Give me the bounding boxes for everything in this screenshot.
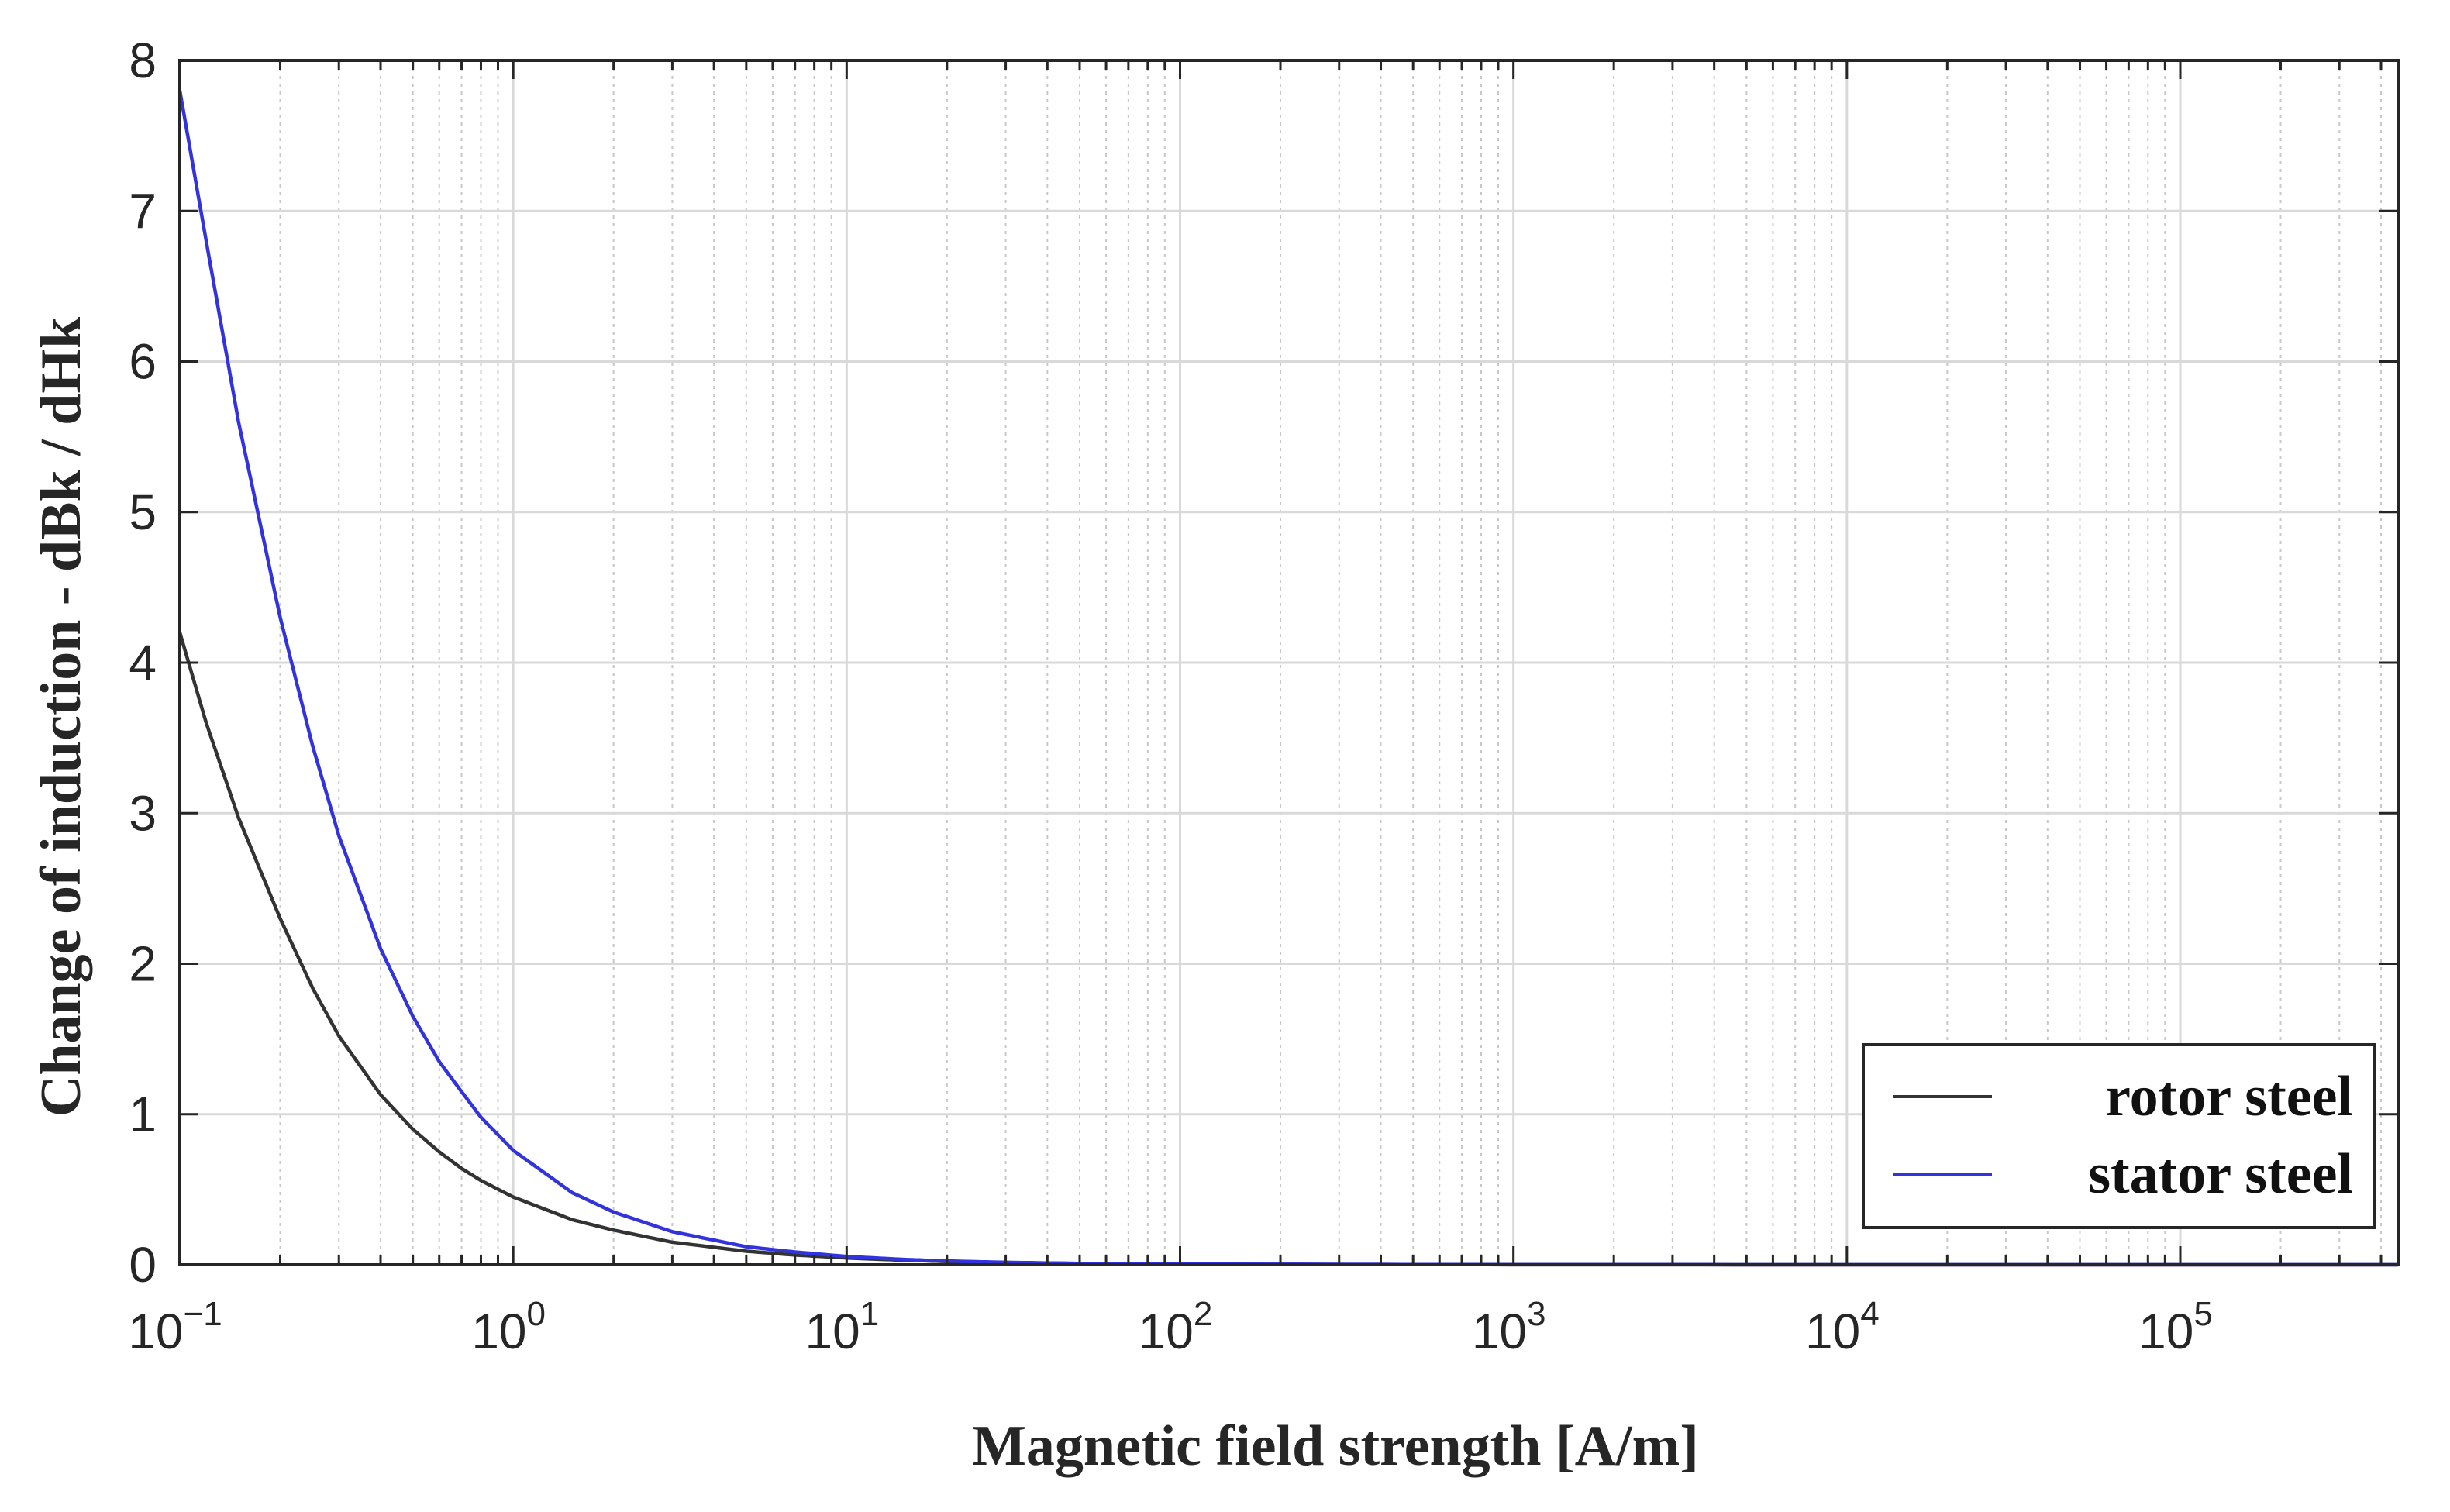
x-tick-label: 100 <box>471 1295 546 1359</box>
x-tick-label: 103 <box>1472 1295 1546 1359</box>
legend-label-rotor-steel: rotor steel <box>2105 1065 2353 1128</box>
y-tick-label: 6 <box>129 334 157 390</box>
grid <box>178 59 2398 1266</box>
y-tick-label: 2 <box>129 936 157 992</box>
y-tick-label: 4 <box>129 635 157 691</box>
x-tick-label: 102 <box>1139 1295 1213 1359</box>
x-axis-title: Magnetic field strength [A/m] <box>972 1414 1699 1478</box>
x-tick-label: 101 <box>805 1295 880 1359</box>
y-tick-label: 3 <box>129 785 157 841</box>
y-tick-label: 7 <box>129 183 157 239</box>
y-tick-label: 5 <box>129 484 157 540</box>
legend-box <box>1862 1043 2376 1229</box>
legend-label-stator-steel: stator steel <box>2088 1142 2353 1206</box>
y-axis-title: Change of induction - dBk / dHk <box>29 316 93 1117</box>
y-tick-label: 1 <box>129 1087 157 1142</box>
y-tick-label: 0 <box>129 1237 157 1293</box>
x-tick-label: 104 <box>1805 1295 1880 1359</box>
x-tick-label: 10−1 <box>128 1295 222 1359</box>
x-tick-label: 105 <box>2138 1295 2213 1359</box>
legend: rotor steel stator steel <box>1862 1043 2376 1229</box>
y-tick-label: 8 <box>129 33 157 88</box>
axis-ticks: 10−1 100 101 102 103 104 105 0 1 2 3 4 5 6 7 8 <box>128 33 2398 1359</box>
